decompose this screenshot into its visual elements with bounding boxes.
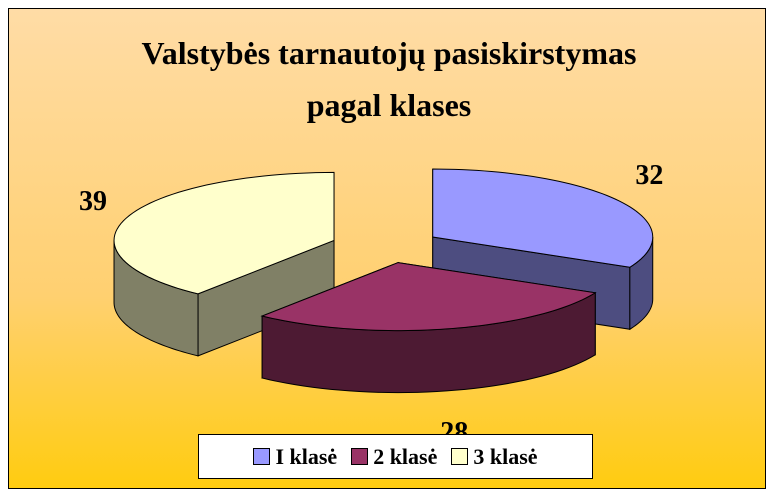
- legend: I klasė 2 klasė 3 klasė: [198, 434, 593, 479]
- legend-item: 2 klasė: [351, 444, 437, 470]
- slice-top: [432, 168, 654, 268]
- legend-label: 3 klasė: [473, 443, 538, 469]
- slice-top: [260, 262, 597, 332]
- chart: Valstybės tarnautojų pasiskirstymas paga…: [8, 8, 766, 489]
- legend-item: 3 klasė: [451, 443, 538, 470]
- legend-swatch: [253, 448, 271, 465]
- legend-item: I klasė: [253, 444, 337, 470]
- data-label: 39: [79, 186, 107, 217]
- slice: [260, 261, 597, 394]
- legend-swatch: [451, 448, 469, 465]
- legend-label: 2 klasė: [373, 443, 438, 469]
- slice: [113, 171, 335, 357]
- data-label: 32: [635, 160, 663, 191]
- chart-title: Valstybės tarnautojų pasiskirstymas paga…: [141, 35, 637, 123]
- slice-top: [113, 171, 335, 295]
- legend-label: I klasė: [275, 443, 338, 469]
- legend-swatch: [351, 448, 369, 465]
